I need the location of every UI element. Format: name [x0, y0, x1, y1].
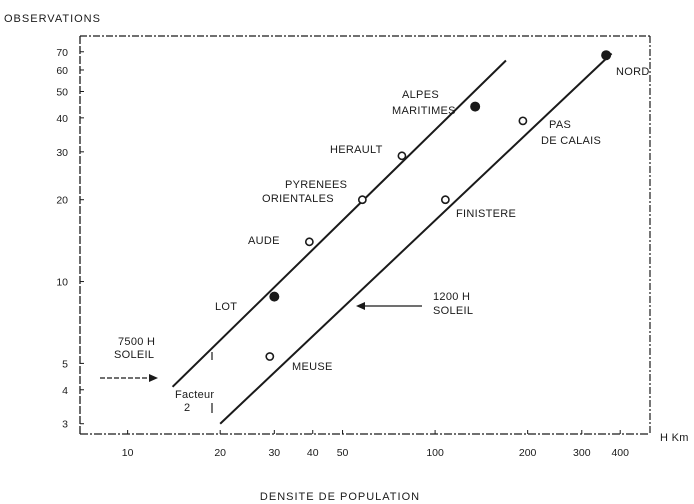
y-tick-labels: 3 4 5 10 20 30 40 50 60 70: [56, 47, 84, 431]
x-tick-label: 30: [268, 447, 280, 459]
data-point: [518, 116, 528, 126]
y-tick-label: 5: [62, 358, 68, 370]
point-label-aude: AUDE: [248, 235, 280, 247]
data-point: [440, 195, 450, 205]
x-tick-label: 200: [519, 447, 537, 459]
x-tick-label: 400: [611, 447, 629, 459]
point-label-pyrenees-2: ORIENTALES: [262, 193, 334, 205]
x-tick-label: 10: [122, 447, 134, 459]
trend-line-1: [171, 59, 507, 388]
y-tick-label: 20: [56, 195, 68, 207]
data-points: [265, 50, 612, 361]
y-tick-label: 4: [62, 385, 68, 397]
y-tick-label: 3: [62, 419, 68, 431]
point-label-alpes-2: MARITIMES: [392, 105, 456, 117]
point-label-meuse: MEUSE: [292, 361, 333, 373]
annotation-1200h-line1: 1200 H: [433, 291, 470, 303]
y-tick-label: 30: [56, 147, 68, 159]
data-point: [397, 151, 407, 161]
data-point: [265, 352, 275, 361]
point-label-pyrenees-1: PYRENEES: [285, 179, 347, 191]
y-tick-label: 50: [56, 87, 68, 99]
point-label-lot: LOT: [215, 301, 237, 313]
data-point: [304, 237, 314, 247]
point-label-pas-de-calais-1: PAS: [549, 119, 571, 131]
data-point: [269, 291, 280, 302]
y-tick-label: 40: [56, 113, 68, 125]
x-tick-label: 50: [337, 447, 349, 459]
data-point: [601, 50, 612, 61]
x-tick-labels: 10 20 30 40 50 100 200 300 400: [122, 430, 629, 459]
annotation-7500h-line1: 7500 H: [118, 336, 155, 348]
x-tick-label: 100: [426, 447, 444, 459]
trend-line-2: [219, 52, 613, 425]
x-tick-label: 40: [307, 447, 319, 459]
point-label-alpes-1: ALPES: [402, 89, 439, 101]
point-label-finistere: FINISTERE: [456, 208, 516, 220]
annotation-7500h-line2: SOLEIL: [114, 349, 154, 361]
x-tick-label: 300: [573, 447, 591, 459]
y-axis-title: OBSERVATIONS: [4, 13, 101, 25]
annotation-1200h-arrowhead: [356, 302, 365, 310]
annotation-facteur-line1: Facteur: [175, 389, 214, 401]
x-tick-label: 20: [214, 447, 226, 459]
data-point: [357, 195, 367, 205]
annotation-7500h-arrowhead: [149, 374, 158, 382]
x-axis-title: DENSITE DE POPULATION: [260, 491, 420, 503]
annotation-facteur-line2: 2: [184, 402, 190, 414]
y-tick-label: 60: [56, 65, 68, 77]
trend-lines: [171, 52, 613, 425]
annotation-1200h-line2: SOLEIL: [433, 305, 473, 317]
y-tick-label: 70: [56, 47, 68, 59]
x-axis-unit: H Km: [660, 432, 689, 444]
point-label-nord: NORD: [616, 66, 650, 78]
data-point: [470, 101, 481, 112]
point-label-pas-de-calais-2: DE CALAIS: [541, 135, 601, 147]
point-label-herault: HERAULT: [330, 144, 383, 156]
y-tick-label: 10: [56, 277, 68, 289]
